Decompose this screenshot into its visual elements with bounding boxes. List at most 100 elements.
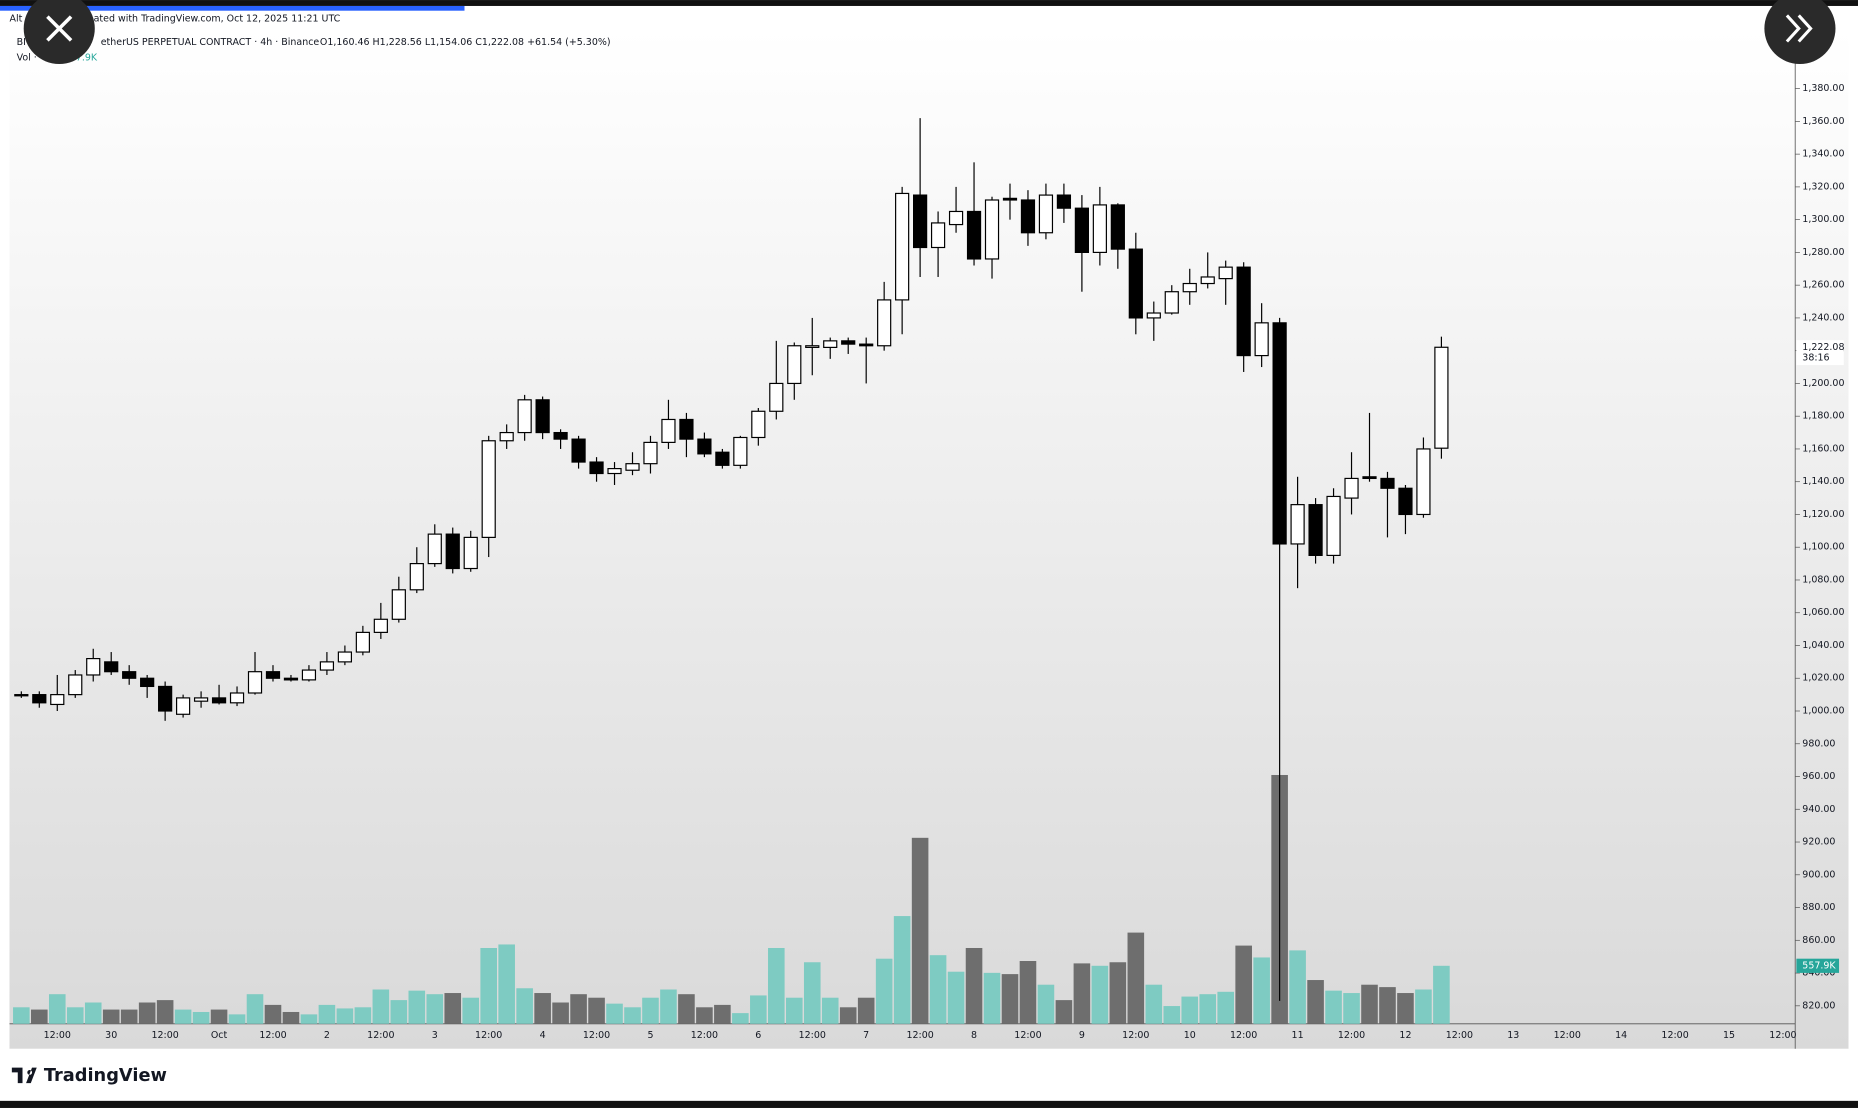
candle-body <box>607 468 622 475</box>
y-tick-label: 1,300.00 <box>1802 214 1844 225</box>
last-price-label: 1,222.08 <box>1802 342 1844 353</box>
y-tick-label: 1,160.00 <box>1802 443 1844 454</box>
candle-body <box>769 382 784 412</box>
candle-body <box>841 340 856 345</box>
volume-bar <box>372 989 390 1024</box>
y-tick-label: 1,200.00 <box>1802 378 1844 389</box>
candle-body <box>1128 248 1143 319</box>
candle-body <box>733 436 748 466</box>
volume-bar <box>1415 989 1432 1024</box>
y-tick-label: 860.00 <box>1802 935 1835 946</box>
y-tick-label: 1,000.00 <box>1802 706 1844 717</box>
volume-bar <box>839 1007 857 1024</box>
volume-bar <box>983 972 1001 1024</box>
top-border <box>0 0 1858 6</box>
y-tick-label: 940.00 <box>1802 804 1835 815</box>
candle-body <box>1326 495 1341 557</box>
x-tick-label: 12:00 <box>1338 1030 1365 1041</box>
volume-bar <box>84 1002 102 1024</box>
candle-body <box>948 210 964 226</box>
header-author: Alt <box>9 13 22 24</box>
candle-body <box>1434 346 1449 449</box>
candle-body <box>679 418 694 440</box>
volume-bar <box>965 947 983 1024</box>
x-tick-label: 15 <box>1723 1030 1735 1041</box>
x-tick-label: Oct <box>211 1030 228 1041</box>
volume-bar <box>588 997 605 1024</box>
volume-bar <box>1343 993 1360 1024</box>
x-tick-label: 11 <box>1292 1030 1304 1041</box>
volume-bar <box>1127 932 1145 1024</box>
x-tick-label: 8 <box>971 1030 977 1041</box>
volume-bar <box>246 994 264 1024</box>
candle-body <box>859 343 874 347</box>
volume-badge-label: 557.9K <box>1802 960 1836 971</box>
candle-body <box>391 589 406 620</box>
volume-bar <box>552 1002 569 1024</box>
expand-button[interactable] <box>1764 0 1836 65</box>
volume-bar <box>1037 984 1055 1024</box>
volume-bar <box>624 1007 641 1024</box>
volume-badge <box>1796 958 1840 973</box>
volume-bar <box>1325 990 1342 1024</box>
volume-bar <box>31 1009 48 1024</box>
countdown: 38:16 <box>1802 352 1829 363</box>
volume-bar <box>1145 984 1163 1024</box>
candle-body <box>1236 266 1251 357</box>
y-tick-label: 1,280.00 <box>1802 247 1844 258</box>
x-tick-label: 12:00 <box>691 1030 718 1041</box>
x-tick-label: 3 <box>432 1030 438 1041</box>
volume-bar <box>732 1013 749 1024</box>
x-tick-label: 13 <box>1507 1030 1519 1041</box>
candle-body <box>625 463 640 471</box>
candle-body <box>355 631 370 653</box>
candle-body <box>1416 448 1431 516</box>
candle-body <box>68 674 83 696</box>
volume-bar <box>1073 963 1091 1024</box>
footer-logo: TradingView <box>44 1066 167 1086</box>
y-tick-label: 1,380.00 <box>1802 83 1844 94</box>
x-tick-label: 12 <box>1399 1030 1411 1041</box>
candle-body <box>176 697 191 715</box>
volume-bar <box>192 1011 210 1024</box>
candle-body <box>823 340 838 348</box>
volume-bar <box>750 995 767 1024</box>
y-tick-label: 880.00 <box>1802 902 1835 913</box>
y-tick-label: 1,060.00 <box>1802 607 1844 618</box>
candle-body <box>1110 204 1125 250</box>
x-tick-label: 14 <box>1615 1030 1627 1041</box>
x-tick-label: 6 <box>755 1030 761 1041</box>
volume-bar <box>174 1009 192 1024</box>
symbol-name: etherUS PERPETUAL CONTRACT · 4h · Binanc… <box>101 37 320 48</box>
volume-bar <box>947 971 965 1024</box>
volume-bar <box>300 1014 318 1024</box>
candle-body <box>1038 194 1054 234</box>
volume-bar <box>1001 974 1019 1024</box>
volume-bar <box>1235 945 1252 1024</box>
x-tick-label: 12:00 <box>1014 1030 1041 1041</box>
candle-body <box>984 199 1000 260</box>
logo-icon <box>11 1067 37 1084</box>
volume-bar <box>1433 965 1450 1024</box>
volume-bar <box>821 997 839 1024</box>
x-tick-label: 12:00 <box>1122 1030 1149 1041</box>
candle-body <box>1362 476 1377 480</box>
candle-body <box>589 461 604 475</box>
progress-bar <box>0 5 465 11</box>
volume-bar <box>570 994 587 1024</box>
candle-body <box>1092 204 1107 253</box>
volume-bar <box>1181 996 1199 1024</box>
volume-bar <box>1307 980 1324 1024</box>
close-button[interactable] <box>23 0 95 65</box>
candle-body <box>301 669 317 681</box>
volume-bar <box>13 1007 30 1024</box>
candle-body <box>337 651 353 663</box>
x-tick-label: 12:00 <box>151 1030 178 1041</box>
volume-bar <box>354 1007 372 1024</box>
volume-bar <box>120 1009 138 1024</box>
y-tick-label: 1,020.00 <box>1802 673 1844 684</box>
volume-bar <box>210 1009 228 1024</box>
volume-bar <box>156 1000 174 1024</box>
volume-bar <box>642 997 659 1024</box>
